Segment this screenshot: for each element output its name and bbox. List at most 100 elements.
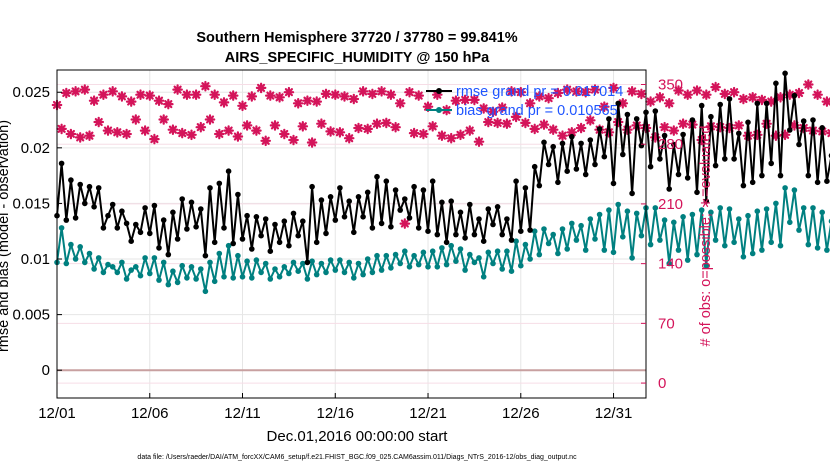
rmse-point	[690, 117, 696, 123]
rmse-point	[490, 222, 496, 228]
rmse-point	[59, 161, 65, 167]
bias-point	[193, 276, 199, 282]
bias-point	[64, 261, 70, 267]
bias-point	[314, 272, 320, 278]
obs-point	[359, 87, 367, 95]
bias-point	[648, 242, 654, 248]
rmse-point	[351, 230, 357, 236]
rmse-point	[708, 114, 714, 120]
bias-point	[82, 260, 88, 266]
bias-point	[374, 253, 380, 259]
rmse-point	[741, 183, 747, 189]
obs-point	[57, 125, 65, 133]
rmse-point	[513, 178, 519, 184]
rmse-point	[416, 225, 422, 231]
obs-point	[391, 123, 399, 131]
obs-point	[294, 99, 302, 107]
obs-point	[377, 87, 385, 95]
bias-point	[541, 226, 547, 232]
rmse-point	[625, 112, 631, 118]
x-tick-label: 12/26	[502, 405, 540, 422]
obs-point	[257, 84, 265, 92]
bias-point	[639, 233, 645, 239]
bias-point	[583, 247, 589, 253]
rmse-point	[402, 196, 408, 202]
bias-point	[430, 248, 436, 254]
bias-point	[416, 262, 422, 268]
bias-point	[745, 213, 751, 219]
rmse-point	[119, 208, 125, 214]
bias-point	[393, 252, 399, 258]
rmse-point	[407, 215, 413, 221]
obs-point	[104, 126, 112, 134]
grid-layer	[57, 70, 646, 398]
rmse-point	[388, 224, 394, 230]
obs-point	[466, 126, 474, 134]
x-tick-label: 12/06	[131, 405, 169, 422]
bias-point	[806, 242, 812, 248]
bias-point	[179, 263, 185, 269]
bias-point	[481, 274, 487, 280]
rmse-point	[685, 175, 691, 181]
bias-point	[240, 274, 246, 280]
obs-point	[99, 91, 107, 99]
y-axis-left-label: rmse and bias (model - observation)	[0, 120, 12, 352]
bias-point	[671, 220, 677, 226]
bias-point	[170, 268, 176, 274]
chart-title-line-2: AIRS_SPECIFIC_HUMIDITY @ 150 hPa	[225, 50, 490, 66]
obs-point	[173, 85, 181, 93]
rmse-point	[722, 156, 728, 162]
bias-point	[282, 264, 288, 270]
bias-point	[351, 275, 357, 281]
rmse-point	[291, 211, 297, 217]
obs-point	[646, 97, 654, 105]
bias-point	[184, 275, 190, 281]
bias-point	[138, 273, 144, 279]
rmse-point	[87, 184, 93, 190]
rmse-point	[166, 252, 172, 258]
bias-point	[323, 270, 329, 276]
bias-point	[504, 248, 510, 254]
bias-point	[796, 227, 802, 233]
rmse-point	[77, 182, 83, 188]
obs-point	[387, 91, 395, 99]
rmse-point	[198, 206, 204, 212]
rmse-point	[101, 225, 107, 231]
obs-point	[132, 115, 140, 123]
obs-point	[665, 99, 673, 107]
rmse-point	[115, 225, 121, 231]
y-left-tick-label: 0.015	[12, 195, 50, 212]
bias-point	[268, 276, 274, 282]
x-tick-label: 12/21	[409, 405, 447, 422]
rmse-point	[384, 178, 390, 184]
rmse-point	[68, 177, 74, 183]
rmse-point	[254, 214, 260, 220]
bias-point	[337, 257, 343, 263]
bias-point	[611, 250, 617, 256]
obs-point	[299, 122, 307, 130]
bias-point	[592, 236, 598, 242]
bias-point	[333, 267, 339, 273]
rmse-point	[277, 240, 283, 246]
bias-point	[680, 214, 686, 220]
obs-point	[521, 119, 529, 127]
bias-point	[588, 216, 594, 222]
obs-point	[201, 82, 209, 90]
rmse-point	[657, 156, 663, 162]
rmse-point	[583, 172, 589, 178]
rmse-point	[592, 162, 598, 168]
bias-point	[254, 257, 260, 263]
obs-point	[484, 118, 492, 126]
bias-point	[625, 208, 631, 214]
obs-point	[735, 121, 743, 129]
bias-point	[773, 201, 779, 207]
bias-point	[537, 252, 543, 258]
bias-point	[249, 275, 255, 281]
rmse-point	[411, 184, 417, 190]
bias-point	[128, 267, 134, 273]
bias-point	[166, 282, 172, 288]
bias-point	[759, 247, 765, 253]
rmse-point	[152, 203, 158, 209]
plot-frame	[57, 70, 646, 398]
bias-point	[527, 256, 533, 262]
